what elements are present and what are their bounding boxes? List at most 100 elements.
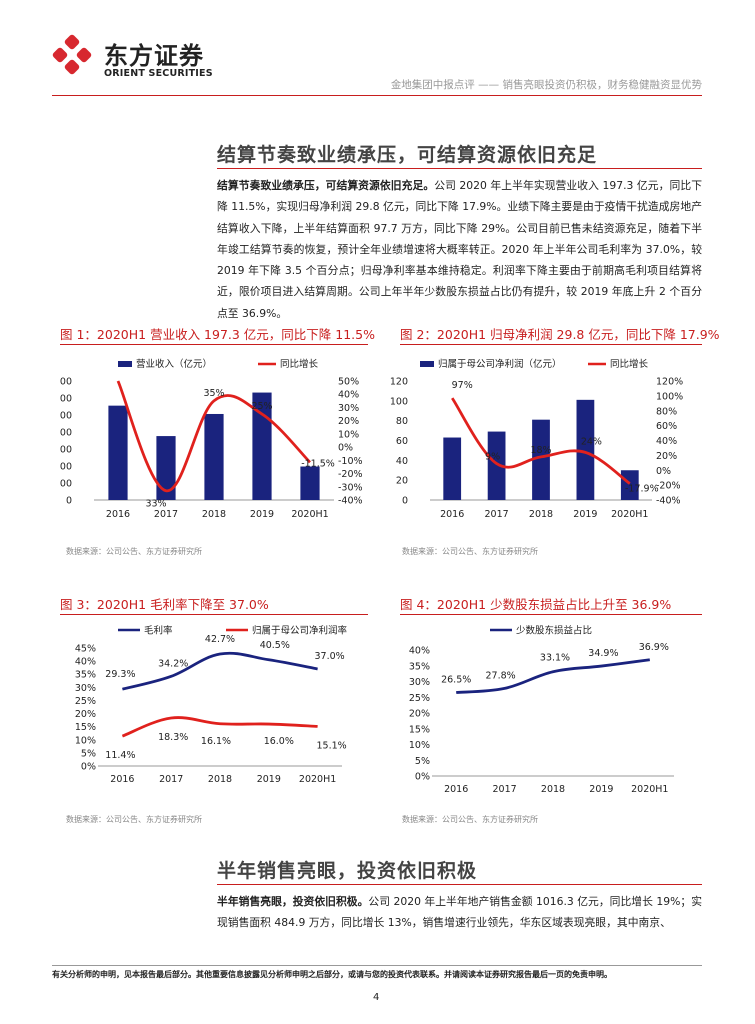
x-tick-label: 2016 bbox=[444, 784, 468, 795]
x-tick-label: 2017 bbox=[154, 509, 178, 520]
right-tick-label: -10% bbox=[338, 456, 363, 467]
x-tick-label: 2016 bbox=[440, 509, 464, 520]
x-tick-label: 2020H1 bbox=[291, 509, 328, 520]
growth-data-label: 9% bbox=[485, 452, 500, 463]
y-tick-label: 15% bbox=[409, 724, 430, 735]
x-tick-label: 2018 bbox=[202, 509, 226, 520]
legend-label: 少数股东损益占比 bbox=[516, 625, 592, 637]
data-label: 27.8% bbox=[486, 670, 516, 681]
bar-2020H1 bbox=[300, 466, 320, 500]
left-tick-label: 400 bbox=[60, 428, 72, 439]
legend-line-label: 同比增长 bbox=[280, 358, 319, 370]
left-tick-label: 80 bbox=[396, 416, 408, 427]
legend-bar-label: 营业收入（亿元） bbox=[136, 358, 212, 370]
series-line bbox=[122, 651, 318, 691]
data-label: 36.9% bbox=[639, 642, 669, 653]
right-tick-label: -20% bbox=[338, 469, 363, 480]
x-tick-label: 2020H1 bbox=[611, 509, 648, 520]
y-tick-label: 5% bbox=[415, 756, 430, 767]
page-number: 4 bbox=[373, 992, 380, 1003]
data-label: 16.0% bbox=[264, 736, 294, 747]
y-tick-label: 15% bbox=[75, 722, 96, 733]
right-tick-label: -20% bbox=[656, 481, 681, 492]
fig3-source: 数据来源：公司公告、东方证券研究所 bbox=[66, 815, 202, 824]
bar-2016 bbox=[108, 405, 128, 500]
right-tick-label: 40% bbox=[338, 390, 359, 401]
left-tick-label: 700 bbox=[60, 377, 72, 388]
fig3-title-rule bbox=[60, 614, 368, 615]
growth-data-label: 35% bbox=[203, 388, 224, 399]
left-tick-label: 40 bbox=[396, 456, 408, 467]
growth-data-label: 18% bbox=[530, 445, 551, 456]
right-tick-label: -40% bbox=[338, 496, 363, 507]
data-label: 42.7% bbox=[205, 634, 235, 645]
left-tick-label: 200 bbox=[60, 462, 72, 473]
y-tick-label: 10% bbox=[409, 740, 430, 751]
left-tick-label: 120 bbox=[390, 377, 408, 388]
bar-2017 bbox=[487, 431, 506, 500]
section2-heading: 半年销售亮眼，投资依旧积极 bbox=[217, 860, 478, 882]
left-tick-label: 100 bbox=[390, 396, 408, 407]
right-tick-label: 20% bbox=[338, 416, 359, 427]
x-tick-label: 2020H1 bbox=[631, 784, 668, 795]
growth-data-label: -17.9% bbox=[625, 484, 659, 495]
data-label: 26.5% bbox=[441, 675, 471, 686]
y-tick-label: 0% bbox=[81, 762, 96, 773]
y-tick-label: 0% bbox=[415, 772, 430, 783]
series-line bbox=[121, 716, 318, 738]
bar-2016 bbox=[443, 437, 462, 500]
data-label: 37.0% bbox=[315, 651, 345, 662]
left-tick-label: 60 bbox=[396, 436, 408, 447]
right-tick-label: 80% bbox=[656, 406, 677, 417]
x-tick-label: 2018 bbox=[529, 509, 553, 520]
y-tick-label: 35% bbox=[409, 661, 430, 672]
x-tick-label: 2017 bbox=[159, 774, 183, 785]
section2-paragraph: 半年销售亮眼，投资依旧积极。公司 2020 年上半年地产销售金额 1016.3 … bbox=[217, 891, 702, 934]
y-tick-label: 30% bbox=[409, 677, 430, 688]
fig2-source: 数据来源：公司公告、东方证券研究所 bbox=[402, 547, 538, 556]
right-tick-label: 20% bbox=[656, 451, 677, 462]
bar-2017 bbox=[156, 436, 176, 500]
fig2-chart: 归属于母公司净利润（亿元） 同比增长 120 100 80 60 40 20 0 120% 100%… bbox=[390, 358, 683, 520]
bar-2019 bbox=[252, 392, 272, 500]
legend-label: 归属于母公司净利润率 bbox=[252, 625, 348, 637]
legend-label: 毛利率 bbox=[144, 625, 173, 637]
data-label: 29.3% bbox=[105, 669, 135, 680]
left-tick-label: 300 bbox=[60, 445, 72, 456]
left-tick-label: 0 bbox=[66, 496, 72, 507]
y-tick-label: 5% bbox=[81, 748, 96, 759]
fig1-chart: 营业收入（亿元） 同比增长 700 600 500 400 300 200 100 0 50% 40%… bbox=[60, 358, 363, 520]
data-label: 15.1% bbox=[317, 740, 347, 751]
section1-heading: 结算节奏致业绩承压，可结算资源依旧充足 bbox=[217, 144, 598, 166]
left-tick-label: 100 bbox=[60, 479, 72, 490]
legend-bar-swatch bbox=[420, 361, 434, 367]
growth-data-label: 24% bbox=[581, 436, 602, 447]
right-tick-label: -40% bbox=[656, 496, 681, 507]
data-label: 34.9% bbox=[588, 648, 618, 659]
fig3-chart: 45% 40% 35% 30% 25% 20% 15% 10% 5% 0% 2016 2017 2018… bbox=[75, 625, 348, 786]
bar-2020H1 bbox=[620, 470, 639, 500]
y-tick-label: 40% bbox=[409, 646, 430, 657]
growth-data-label: 25% bbox=[251, 401, 272, 412]
fig3-title: 图 3：2020H1 毛利率下降至 37.0% bbox=[60, 597, 269, 612]
fig2-title: 图 2：2020H1 归母净利润 29.8 亿元，同比下降 17.9% bbox=[400, 327, 720, 342]
legend-bar-swatch bbox=[118, 361, 132, 367]
fig1-title-rule bbox=[60, 344, 368, 345]
fig1-source: 数据来源：公司公告、东方证券研究所 bbox=[66, 547, 202, 556]
section1-body: 公司 2020 年上半年实现营业收入 197.3 亿元，同比下降 11.5%，实… bbox=[217, 179, 702, 320]
y-tick-label: 25% bbox=[75, 696, 96, 707]
fig4-title-rule bbox=[400, 614, 702, 615]
growth-data-label: 97% bbox=[452, 380, 473, 391]
bar-2019 bbox=[576, 399, 595, 500]
fig1-title: 图 1：2020H1 营业收入 197.3 亿元，同比下降 11.5% bbox=[60, 327, 375, 342]
logo-text-cn: 东方证券 bbox=[104, 42, 204, 70]
y-tick-label: 20% bbox=[409, 709, 430, 720]
growth-data-label: -11.5% bbox=[301, 458, 335, 469]
right-tick-label: 0% bbox=[656, 466, 671, 477]
data-label: 18.3% bbox=[158, 732, 188, 743]
header-rule bbox=[52, 95, 702, 96]
right-tick-label: 10% bbox=[338, 429, 359, 440]
x-tick-label: 2019 bbox=[250, 509, 274, 520]
fig4-title: 图 4：2020H1 少数股东损益占比上升至 36.9% bbox=[400, 597, 672, 612]
x-tick-label: 2018 bbox=[541, 784, 565, 795]
